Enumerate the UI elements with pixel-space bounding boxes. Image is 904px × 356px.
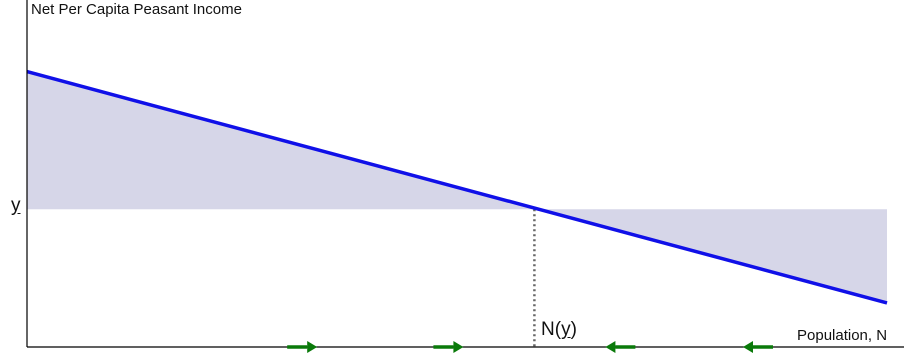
equilibrium-label-suffix: ) <box>570 319 577 340</box>
direction-arrow-left <box>743 341 773 353</box>
income-curve-line <box>26 69 888 305</box>
arrow-head <box>605 341 616 353</box>
direction-arrow-left <box>605 341 636 353</box>
direction-arrow-right <box>433 341 464 353</box>
income-curve-layer <box>26 69 888 305</box>
equilibrium-label-var: y <box>561 319 571 340</box>
x-axis-label: Population, N <box>797 327 888 344</box>
subsistence-income-label: y <box>11 195 21 216</box>
arrows-layer <box>287 341 773 353</box>
direction-arrow-right <box>287 341 318 353</box>
arrow-head <box>453 341 464 353</box>
equilibrium-population-label: N(y) <box>541 319 577 341</box>
equilibrium-label-prefix: N( <box>541 319 562 340</box>
arrow-head <box>307 341 318 353</box>
arrow-head <box>743 341 753 353</box>
y-axis-label: Net Per Capita Peasant Income <box>31 1 242 18</box>
